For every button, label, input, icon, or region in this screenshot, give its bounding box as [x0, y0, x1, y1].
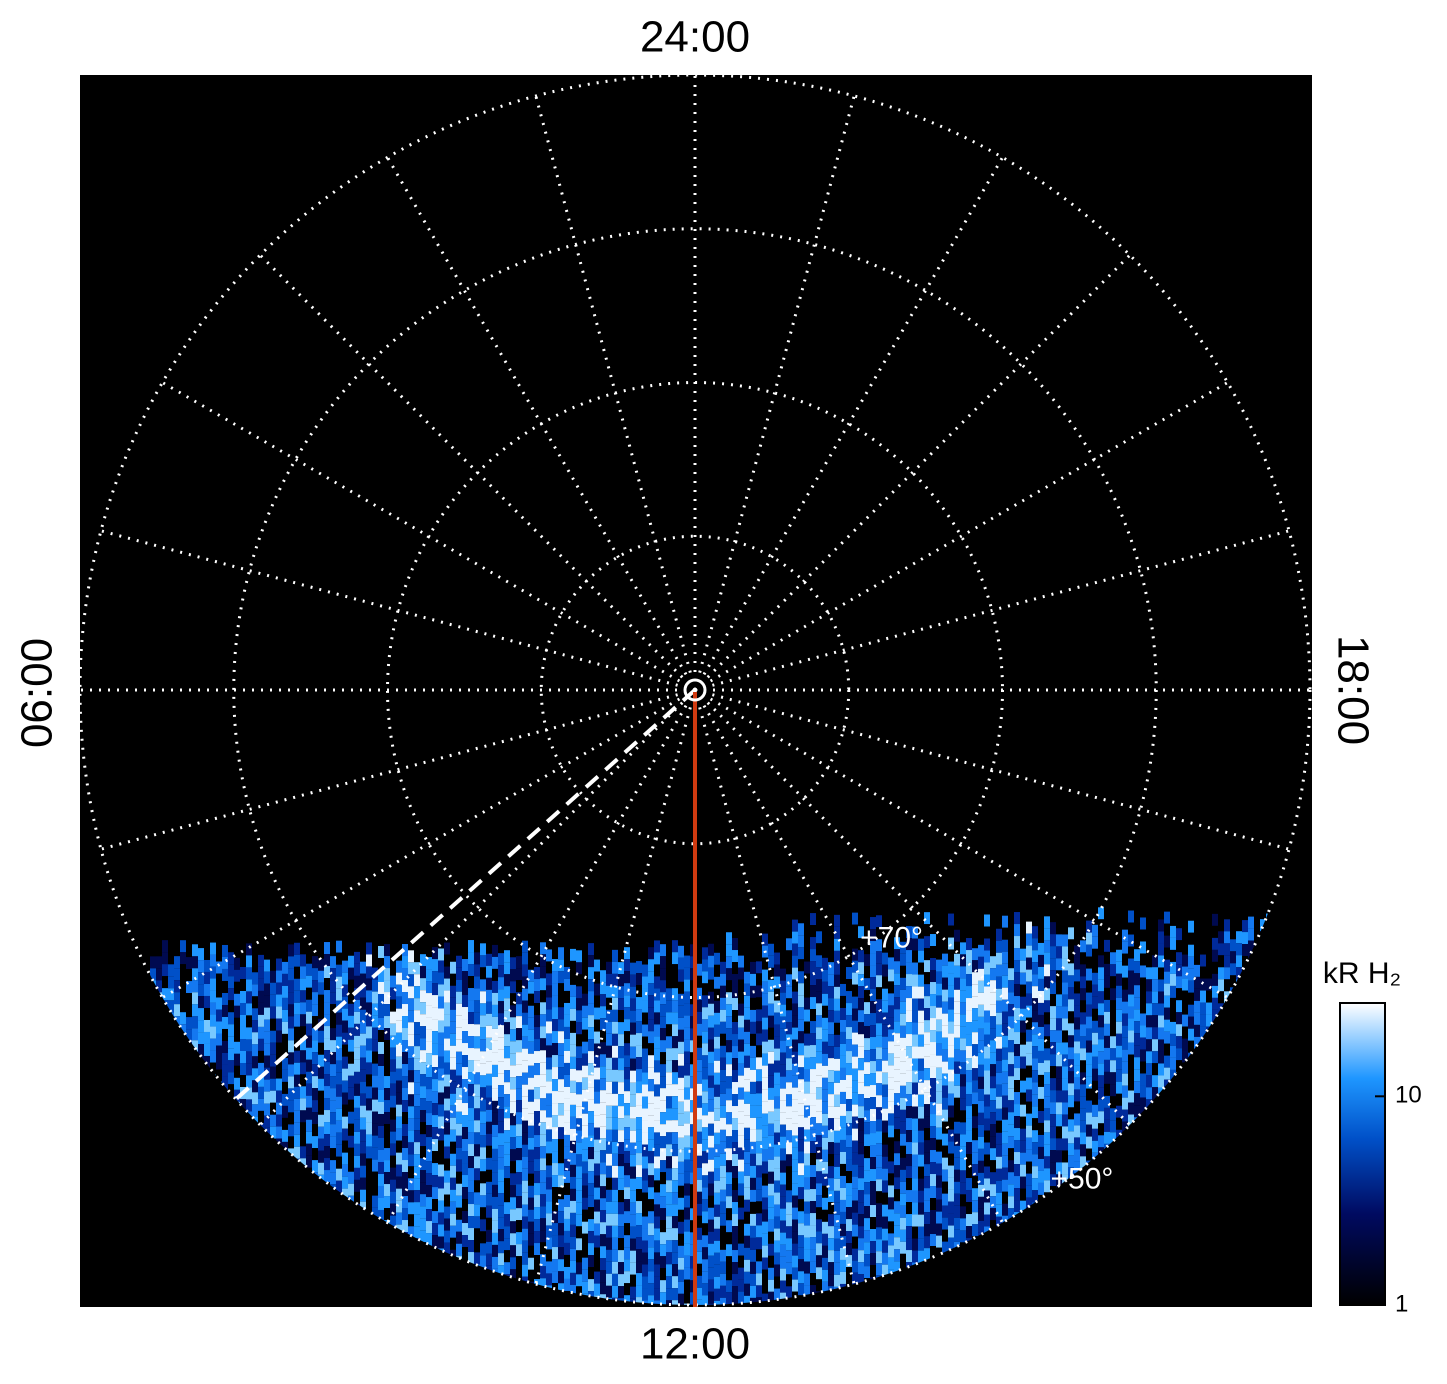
meridian-line	[259, 254, 697, 692]
latitude-label: +70°	[860, 921, 923, 954]
meridian-line	[694, 688, 1229, 999]
meridian-line	[693, 95, 856, 691]
colorbar-title: kR H₂	[1323, 957, 1401, 990]
meridian-line	[100, 688, 696, 851]
meridian-line	[693, 254, 1131, 692]
latitude-labels: +70° +50°	[860, 921, 1113, 1195]
meridian-line	[534, 689, 697, 1285]
meridian-line	[100, 529, 696, 692]
meridian-line	[693, 689, 1004, 1224]
meridian-line	[693, 156, 1004, 691]
latitude-label: +50°	[1050, 1163, 1113, 1196]
meridian-line	[694, 529, 1290, 692]
meridian-line	[161, 381, 696, 692]
meridian-line	[386, 156, 697, 691]
lt-label-top: 24:00	[640, 13, 750, 62]
meridian-line	[259, 688, 697, 1126]
meridian-line	[161, 688, 696, 999]
meridian-line	[693, 689, 856, 1285]
colorbar	[1339, 1002, 1386, 1306]
meridian-line	[386, 689, 697, 1224]
grid	[78, 73, 1312, 1307]
lt-label-right: 18:00	[1328, 635, 1377, 745]
lt-label-bottom: 12:00	[640, 1320, 750, 1369]
latitude-circle	[232, 227, 1158, 1153]
colorbar-ticks: 1 10	[1375, 1082, 1422, 1317]
meridian-line	[694, 381, 1229, 692]
lt-label-left: 06:00	[13, 638, 62, 748]
meridian-line	[694, 688, 1290, 851]
colorbar-tick-label: 1	[1395, 1290, 1408, 1317]
colorbar-tick-label: 10	[1395, 1082, 1422, 1109]
meridian-line	[534, 95, 697, 691]
latitude-circle	[78, 73, 1312, 1307]
meridian-line	[693, 688, 1131, 1126]
pole-marker	[683, 678, 707, 702]
